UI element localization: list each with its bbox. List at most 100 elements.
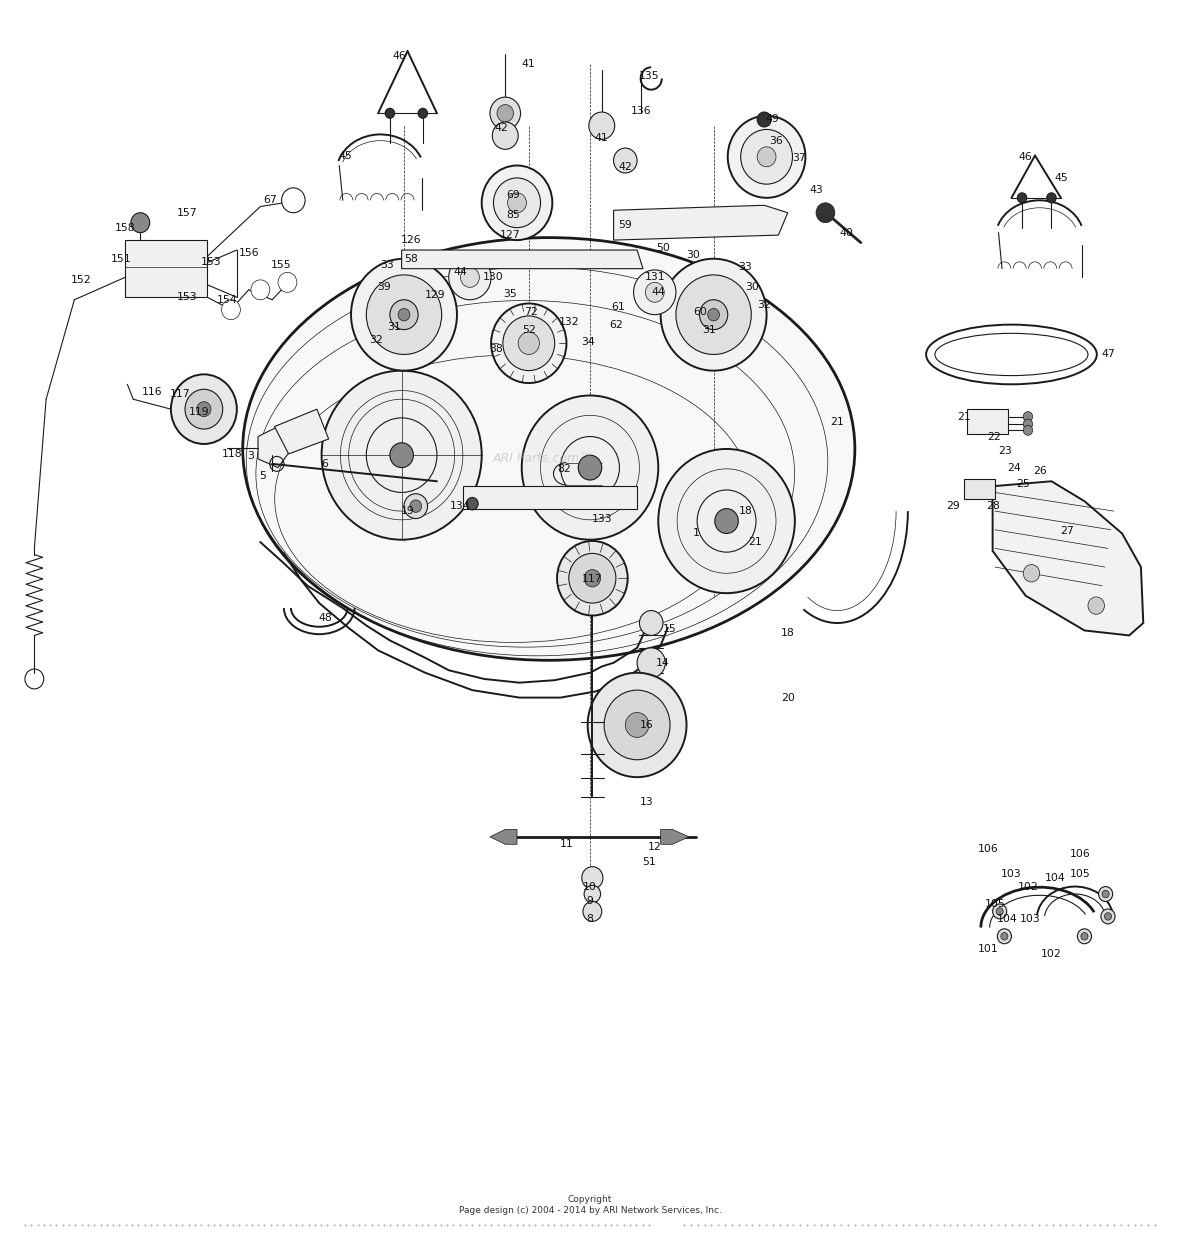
Text: 45: 45: [1054, 173, 1068, 183]
Text: 32: 32: [758, 300, 771, 310]
Text: 67: 67: [263, 196, 276, 206]
Circle shape: [997, 928, 1011, 943]
Text: 82: 82: [557, 464, 571, 473]
Text: 50: 50: [656, 243, 670, 253]
Circle shape: [460, 268, 479, 288]
Circle shape: [661, 259, 767, 370]
Polygon shape: [275, 409, 329, 454]
Text: 21: 21: [957, 411, 971, 421]
Circle shape: [282, 188, 306, 213]
Text: 21: 21: [748, 537, 761, 547]
Text: 154: 154: [217, 295, 237, 305]
Text: 102: 102: [1041, 948, 1062, 958]
Circle shape: [522, 395, 658, 540]
Circle shape: [715, 508, 739, 533]
Circle shape: [222, 300, 241, 320]
Circle shape: [1077, 928, 1092, 943]
Circle shape: [1088, 597, 1104, 614]
Circle shape: [278, 273, 297, 293]
Text: 18: 18: [781, 628, 794, 638]
Text: 51: 51: [642, 857, 656, 867]
Text: 158: 158: [114, 223, 136, 233]
Text: 106: 106: [1069, 850, 1090, 860]
Circle shape: [418, 108, 427, 118]
Circle shape: [491, 304, 566, 383]
Circle shape: [398, 309, 409, 321]
Circle shape: [582, 867, 603, 890]
Text: 21: 21: [831, 416, 844, 426]
Text: 48: 48: [319, 613, 332, 623]
Text: 69: 69: [506, 191, 520, 201]
Text: 105: 105: [984, 898, 1005, 910]
Circle shape: [588, 673, 687, 778]
Text: 24: 24: [1007, 462, 1021, 472]
Circle shape: [171, 374, 237, 444]
Text: 39: 39: [378, 283, 391, 293]
Text: 43: 43: [809, 186, 822, 196]
Text: 155: 155: [271, 260, 291, 270]
Text: 20: 20: [781, 693, 794, 703]
Circle shape: [185, 389, 223, 429]
Text: 8: 8: [586, 913, 594, 923]
Text: 127: 127: [499, 231, 520, 240]
Text: 42: 42: [618, 162, 632, 172]
Circle shape: [493, 178, 540, 228]
Circle shape: [583, 902, 602, 921]
Text: 117: 117: [170, 389, 191, 399]
Circle shape: [481, 166, 552, 240]
Text: 1: 1: [693, 528, 700, 538]
Text: 30: 30: [746, 283, 760, 293]
Circle shape: [1081, 932, 1088, 939]
Text: 16: 16: [640, 720, 654, 730]
Text: 37: 37: [793, 153, 806, 163]
Text: 153: 153: [201, 258, 221, 268]
Circle shape: [1023, 419, 1032, 429]
Circle shape: [366, 275, 441, 354]
Circle shape: [131, 213, 150, 233]
Circle shape: [1102, 891, 1109, 898]
Circle shape: [385, 108, 394, 118]
Circle shape: [409, 500, 421, 512]
Circle shape: [604, 690, 670, 760]
Circle shape: [584, 886, 601, 902]
Text: 11: 11: [559, 840, 573, 850]
Circle shape: [728, 116, 806, 198]
Text: 12: 12: [648, 842, 662, 852]
Text: 5: 5: [260, 471, 267, 481]
Text: 15: 15: [663, 624, 677, 634]
Polygon shape: [661, 830, 689, 845]
Text: 26: 26: [1032, 466, 1047, 476]
Text: 129: 129: [425, 290, 445, 300]
Circle shape: [676, 275, 752, 354]
Text: 18: 18: [739, 506, 753, 516]
Text: 132: 132: [558, 318, 579, 328]
Text: 31: 31: [388, 323, 401, 333]
Circle shape: [518, 333, 539, 354]
Circle shape: [1023, 425, 1032, 435]
Text: 32: 32: [369, 334, 382, 345]
Text: 116: 116: [142, 386, 163, 396]
Text: 103: 103: [1001, 870, 1022, 880]
Text: 34: 34: [581, 336, 595, 348]
Text: 46: 46: [1018, 152, 1032, 162]
Text: 133: 133: [591, 513, 612, 523]
Circle shape: [1101, 908, 1115, 923]
Text: 153: 153: [177, 293, 198, 303]
Circle shape: [503, 316, 555, 370]
Text: 14: 14: [656, 658, 670, 668]
Text: 30: 30: [687, 250, 701, 260]
Circle shape: [1017, 193, 1027, 203]
Text: 45: 45: [339, 151, 352, 161]
Text: 102: 102: [1017, 882, 1038, 892]
Text: 27: 27: [1060, 526, 1074, 536]
Text: 29: 29: [945, 501, 959, 511]
Circle shape: [741, 130, 793, 184]
Text: 60: 60: [694, 308, 708, 318]
Text: 41: 41: [522, 59, 536, 69]
Circle shape: [448, 255, 491, 300]
Circle shape: [389, 300, 418, 330]
Text: 136: 136: [630, 106, 651, 116]
Text: 134: 134: [451, 501, 471, 511]
Ellipse shape: [243, 238, 854, 660]
Text: 61: 61: [611, 303, 625, 313]
